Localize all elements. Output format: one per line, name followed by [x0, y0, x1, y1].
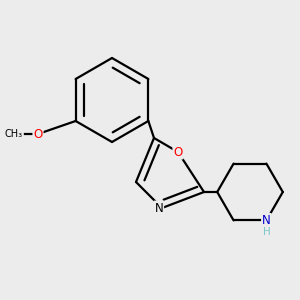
Text: N: N: [154, 202, 163, 214]
Text: O: O: [173, 146, 183, 158]
Text: N: N: [262, 214, 271, 227]
Text: O: O: [33, 128, 43, 140]
Text: H: H: [262, 226, 270, 237]
Text: CH₃: CH₃: [5, 129, 23, 139]
